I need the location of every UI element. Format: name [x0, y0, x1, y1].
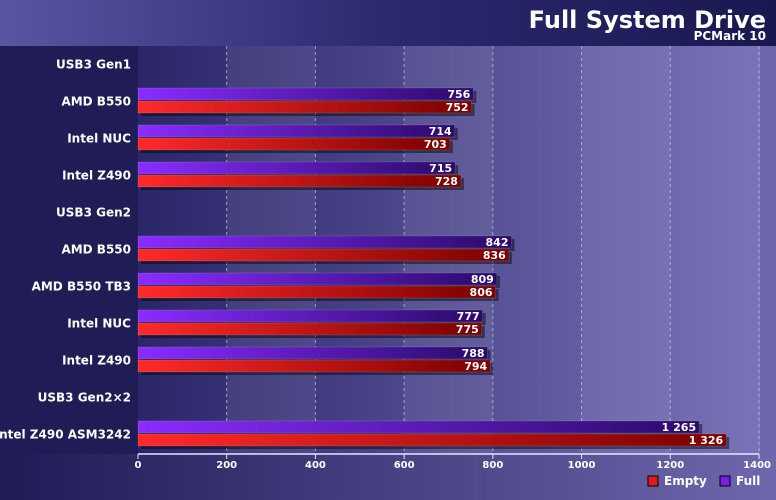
bar-empty: [137, 174, 462, 188]
category-label: Intel Z490: [62, 354, 131, 368]
x-tick-label: 1000: [568, 460, 596, 471]
data-label-full: 1 265: [662, 421, 696, 434]
data-label-empty: 775: [456, 323, 479, 336]
bar-full: [137, 235, 512, 249]
data-label-empty: 1 326: [689, 434, 724, 447]
bar-empty: [137, 248, 510, 262]
x-tick-label: 1200: [656, 460, 684, 471]
bar-empty: [137, 285, 496, 299]
bar-empty: [137, 100, 472, 114]
x-tick-label: 0: [135, 460, 142, 471]
bar-empty: [137, 359, 491, 373]
category-label: AMD B550: [61, 95, 131, 109]
legend-label-empty: Empty: [664, 474, 707, 488]
bar-full: [137, 309, 483, 323]
chart-title: Full System Drive: [529, 6, 766, 34]
legend-label-full: Full: [736, 474, 760, 488]
legend-swatch-empty: [647, 475, 659, 487]
category-label: Intel Z490 ASM3242: [0, 428, 131, 442]
data-label-full: 842: [486, 236, 509, 249]
data-label-empty: 752: [446, 101, 469, 114]
label-panel: [0, 46, 138, 454]
x-tick-label: 200: [216, 460, 237, 471]
bar-full: [137, 124, 455, 138]
data-label-full: 777: [457, 310, 480, 323]
bar-full: [137, 420, 700, 434]
bar-empty: [137, 137, 451, 151]
group-header-label: USB3 Gen2: [56, 206, 131, 220]
data-label-full: 714: [429, 125, 452, 138]
category-label: Intel NUC: [67, 132, 131, 146]
x-tick-label: 600: [394, 460, 415, 471]
category-label: AMD B550 TB3: [32, 280, 131, 294]
chart-subtitle: PCMark 10: [694, 29, 766, 43]
grid-band: [581, 46, 671, 454]
data-label-empty: 728: [435, 175, 458, 188]
bar-full: [137, 346, 488, 360]
data-label-empty: 703: [424, 138, 447, 151]
data-label-full: 788: [462, 347, 485, 360]
data-label-empty: 836: [483, 249, 506, 262]
bar-full: [137, 161, 456, 175]
x-tick-label: 400: [305, 460, 326, 471]
bar-full: [137, 272, 498, 286]
title-banner: [0, 0, 776, 46]
legend: Empty Full: [647, 474, 760, 488]
category-label: Intel Z490: [62, 169, 131, 183]
bar-empty: [137, 322, 483, 336]
x-axis: 0 200 400 600 800 1000 1200 1400: [135, 453, 771, 471]
bar-full: [137, 87, 474, 101]
data-label-full: 756: [447, 88, 470, 101]
data-label-empty: 806: [470, 286, 493, 299]
x-tick-label: 800: [482, 460, 503, 471]
bar-empty: [137, 433, 727, 447]
x-tick-label: 1400: [743, 460, 771, 471]
group-header-label: USB3 Gen1: [56, 58, 131, 72]
data-label-full: 809: [471, 273, 494, 286]
legend-swatch-full: [719, 475, 731, 487]
group-header-label: USB3 Gen2×2: [38, 391, 131, 405]
category-label: Intel NUC: [67, 317, 131, 331]
category-label: AMD B550: [61, 243, 131, 257]
data-label-empty: 794: [464, 360, 487, 373]
data-label-full: 715: [429, 162, 452, 175]
